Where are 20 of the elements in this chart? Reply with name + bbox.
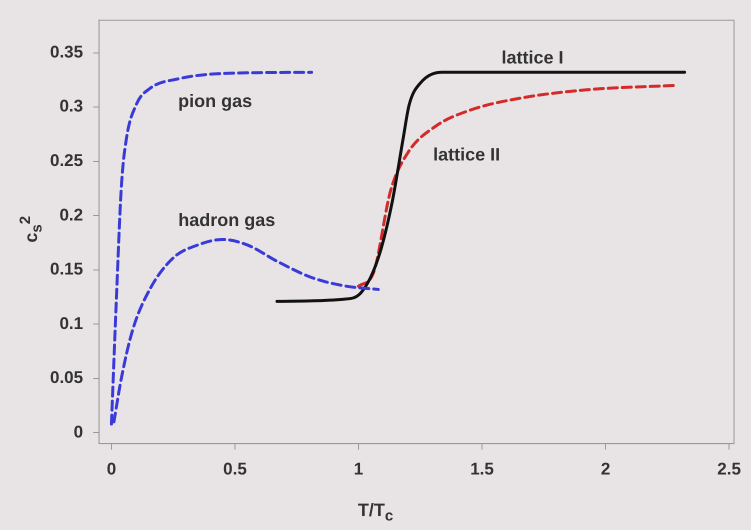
x-tick-label: 1 — [354, 459, 364, 478]
series-label: pion gas — [178, 90, 252, 111]
x-tick-label: 0 — [106, 459, 116, 478]
series-label: lattice I — [502, 47, 564, 68]
x-tick-label: 2.5 — [717, 459, 741, 478]
y-tick-label: 0.05 — [50, 368, 84, 388]
series-label: hadron gas — [178, 210, 276, 230]
y-tick-label: 0.2 — [59, 205, 84, 224]
x-axis-title: T/T$_{c}$ — [356, 500, 394, 525]
y-tick-label: 0 — [74, 422, 84, 442]
line-series — [275, 70, 686, 303]
series-label: lattice II — [433, 144, 500, 165]
x-tick-label: 2 — [600, 459, 610, 478]
y-tick-label: 0.15 — [50, 260, 84, 279]
y-tick-label: 0.3 — [59, 96, 84, 116]
x-tick-label: 0.5 — [223, 459, 247, 478]
x-tick-label: 1.5 — [470, 459, 494, 478]
y-tick-label: 0.25 — [50, 151, 84, 170]
y-tick-label: 0.1 — [59, 314, 84, 333]
y-tick-label: 0.35 — [50, 42, 84, 62]
